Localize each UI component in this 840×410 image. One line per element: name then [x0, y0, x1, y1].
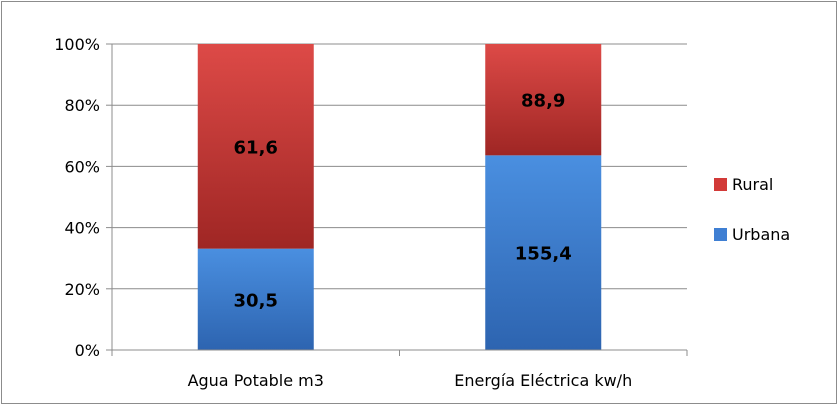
data-label: 61,6 [234, 137, 278, 158]
y-tick-label: 60% [64, 157, 100, 176]
y-tick-label: 80% [64, 96, 100, 115]
bar-segment-rural [197, 44, 314, 249]
y-tick-label: 20% [64, 280, 100, 299]
y-tick-label: 0% [75, 341, 100, 360]
y-tick-label: 40% [64, 219, 100, 238]
legend-swatch-urbana [714, 228, 727, 241]
bar-segment-urbana [485, 155, 602, 350]
y-tick-label: 100% [54, 35, 100, 54]
chart-frame: 0% 20% 40% 60% 80% 100% Agua Potable m3 Energía… [1, 1, 837, 404]
stacked-bar-chart: 0% 20% 40% 60% 80% 100% Agua Potable m3 Energía… [54, 35, 790, 390]
legend-label-rural: Rural [732, 175, 773, 194]
x-category-label: Energía Eléctrica kw/h [454, 371, 632, 390]
legend-label-urbana: Urbana [732, 225, 790, 244]
x-category-label: Agua Potable m3 [188, 371, 324, 390]
data-label: 30,5 [234, 290, 278, 311]
bar-segment-urbana [197, 248, 314, 350]
data-label: 88,9 [521, 91, 565, 112]
legend-swatch-rural [714, 178, 727, 191]
bar-segment-rural [485, 44, 602, 156]
data-label: 155,4 [515, 244, 572, 265]
